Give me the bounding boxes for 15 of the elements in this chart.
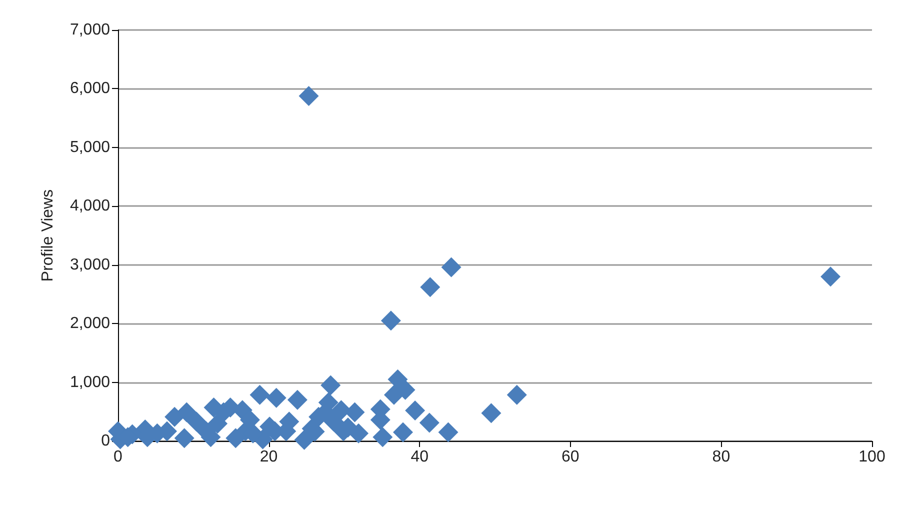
y-axis-title: Profile Views [40, 189, 56, 282]
x-tick-label: 20 [260, 448, 278, 466]
x-tick-label: 0 [114, 448, 123, 466]
y-tick-label: 1,000 [70, 374, 110, 391]
y-tick-label: 4,000 [70, 198, 110, 215]
y-tick-label: 6,000 [70, 80, 110, 98]
y-tick-label: 7,000 [70, 22, 110, 38]
x-tick-label: 40 [410, 448, 429, 466]
x-tick-label: 80 [712, 448, 730, 466]
y-tick-label: 3,000 [70, 256, 110, 274]
x-tick-label: 100 [858, 448, 886, 466]
y-tick-label: 5,000 [70, 138, 110, 156]
y-tick-label: 2,000 [70, 315, 110, 332]
y-tick-label: 0 [101, 432, 110, 450]
x-tick-label: 60 [562, 448, 580, 466]
